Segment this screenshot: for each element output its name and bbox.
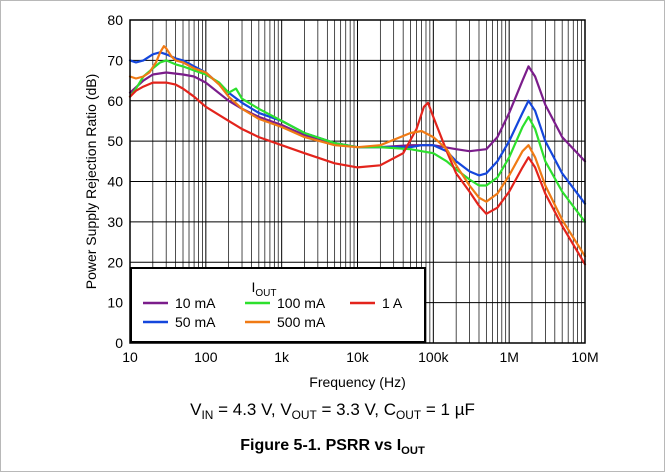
x-tick-label: 1k <box>274 349 290 365</box>
y-tick-label: 20 <box>107 254 123 270</box>
x-tick-label: 1M <box>499 349 518 365</box>
test-conditions: VIN = 4.3 V, VOUT = 3.3 V, COUT = 1 µF <box>0 400 665 423</box>
figure-caption: Figure 5-1. PSRR vs IOUT <box>0 437 665 457</box>
x-tick-label: 10k <box>346 349 370 365</box>
cond-c-out-value: = 1 µF <box>421 400 475 419</box>
cond-v-out-sub: OUT <box>291 408 317 423</box>
chart-legend: IOUT 10 mA 100 mA 1 A 50 mA 500 mA <box>130 267 426 343</box>
cond-v-out: V <box>280 400 292 419</box>
x-tick-label: 10 <box>122 349 138 365</box>
x-tick-label: 100k <box>418 349 449 365</box>
cond-v-in-value: = 4.3 V, <box>213 400 281 419</box>
legend-label: 100 mA <box>277 295 326 311</box>
legend-label: 1 A <box>382 295 403 311</box>
cond-c-out-sub: OUT <box>396 408 422 423</box>
y-tick-label: 50 <box>107 133 123 149</box>
legend-title: IOUT <box>252 279 277 299</box>
cond-v-in: V <box>190 400 202 419</box>
x-tick-label: 10M <box>571 349 598 365</box>
figure-caption-text: Figure 5-1. PSRR vs I <box>240 437 402 454</box>
legend-label: 10 mA <box>175 295 216 311</box>
y-tick-label: 60 <box>107 93 123 109</box>
x-axis-title: Frequency (Hz) <box>309 374 405 390</box>
cond-v-in-sub: IN <box>201 408 214 423</box>
series-line <box>128 45 587 258</box>
y-tick-label: 80 <box>107 12 123 28</box>
chart-series <box>128 45 587 266</box>
y-tick-label: 70 <box>107 52 123 68</box>
y-axis-title: Power Supply Rejection Ratio (dB) <box>83 74 99 290</box>
cond-v-out-value: = 3.3 V, <box>316 400 384 419</box>
y-tick-label: 10 <box>107 295 123 311</box>
y-tick-label: 0 <box>115 335 123 351</box>
figure-caption-sub: OUT <box>401 444 425 457</box>
plot-border <box>129 19 586 344</box>
cond-c-out: C <box>383 400 397 419</box>
legend-box <box>130 267 426 343</box>
y-tick-label: 40 <box>107 174 123 190</box>
x-tick-label: 100 <box>194 349 218 365</box>
legend-label: 50 mA <box>175 314 216 330</box>
y-tick-label: 30 <box>107 214 123 230</box>
legend-label: 500 mA <box>277 314 326 330</box>
series-line <box>128 81 587 266</box>
